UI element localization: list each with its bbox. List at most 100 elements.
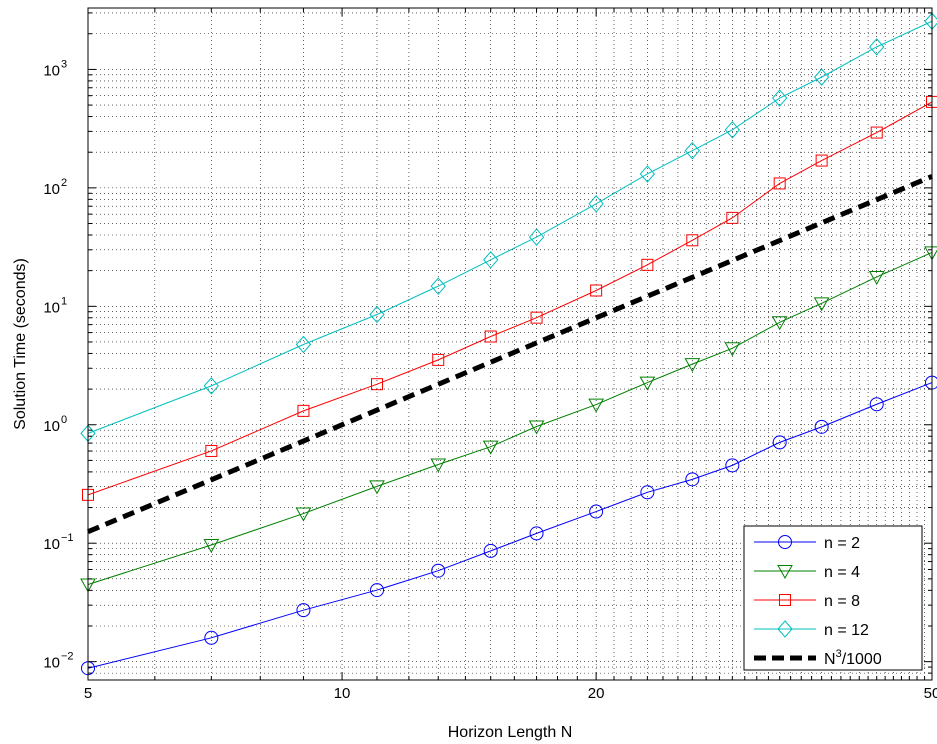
data-point	[771, 316, 788, 331]
plot-area-frame	[87, 7, 933, 681]
legend-swatch-marker	[778, 535, 792, 549]
y-tick-label: 10 1	[43, 295, 67, 316]
legend-item: n = 4	[754, 564, 860, 581]
data-point	[772, 435, 787, 450]
data-point	[869, 38, 885, 56]
data-point	[686, 234, 699, 247]
series-line	[87, 251, 933, 585]
x-tick-label: 50	[924, 685, 937, 702]
legend-item: n = 2	[754, 535, 860, 552]
data-point	[431, 563, 446, 578]
data-point	[371, 378, 384, 391]
legend-label: n = 2	[824, 535, 860, 552]
data-point	[530, 311, 543, 324]
y-tick-label: 10 −1	[43, 532, 73, 553]
data-point	[369, 305, 385, 324]
legend-swatch-marker	[777, 620, 793, 638]
legend-swatch-marker	[777, 565, 793, 580]
series-2	[80, 246, 937, 593]
data-point	[432, 353, 445, 366]
legend-item: N3/1000	[754, 648, 882, 668]
data-point	[295, 335, 312, 354]
series-line	[87, 20, 933, 434]
y-tick-label-base: 10	[43, 536, 60, 553]
y-tick-label: 10 3	[43, 58, 67, 79]
data-point	[639, 376, 656, 391]
data-point	[484, 330, 497, 343]
legend-swatch-marker	[779, 594, 791, 606]
data-point	[203, 377, 219, 395]
data-point	[684, 358, 701, 373]
data-point	[869, 397, 884, 412]
legend-label: n = 8	[824, 593, 860, 610]
data-point	[772, 89, 788, 107]
y-tick-label-exponent: 3	[61, 58, 67, 70]
data-point	[813, 297, 830, 312]
data-point	[589, 504, 604, 519]
series-line	[87, 382, 933, 669]
data-point	[815, 154, 828, 167]
data-point	[724, 121, 740, 139]
y-tick-label: 10 2	[43, 177, 67, 198]
y-tick-label: 10 0	[43, 414, 67, 435]
data-point	[726, 211, 739, 224]
data-point	[482, 440, 499, 455]
legend-item: n = 12	[754, 620, 869, 639]
data-point	[725, 458, 740, 473]
data-point	[870, 126, 883, 139]
series-line	[87, 174, 933, 535]
data-point	[640, 485, 655, 500]
data-point	[684, 141, 700, 160]
data-point	[814, 419, 829, 434]
data-point	[430, 458, 447, 473]
y-tick-label-exponent: 2	[61, 177, 67, 189]
data-point	[641, 258, 654, 271]
legend-label: n = 4	[824, 564, 860, 581]
legend-item: n = 8	[754, 593, 860, 610]
y-tick-label-base: 10	[43, 418, 60, 435]
legend-box	[743, 525, 923, 671]
y-tick-label-base: 10	[43, 181, 60, 198]
ticks	[87, 8, 933, 681]
data-point	[529, 526, 544, 541]
x-axis-label: Horizon Length N	[448, 724, 573, 741]
data-point	[295, 507, 312, 522]
y-tick-label-base: 10	[43, 655, 60, 672]
y-tick-label-base: 10	[43, 62, 60, 79]
y-tick-label-exponent: 0	[61, 414, 67, 426]
data-point	[483, 543, 498, 558]
x-tick-label: 10	[334, 685, 351, 702]
data-point	[588, 195, 604, 213]
data-point	[297, 404, 310, 417]
data-point	[296, 603, 311, 618]
data-point	[685, 472, 700, 487]
data-point	[590, 284, 603, 297]
y-tick-label-exponent: −1	[61, 532, 74, 544]
data-point	[483, 251, 499, 269]
data-point	[430, 277, 446, 295]
data-point	[588, 398, 604, 413]
data-point	[205, 444, 218, 457]
data-point	[868, 270, 885, 285]
x-tick-label: 20	[588, 685, 605, 702]
y-axis-label: Solution Time (seconds)	[12, 258, 29, 430]
data-point	[724, 342, 741, 357]
series-5	[87, 174, 933, 535]
series-line	[87, 101, 933, 496]
legend-label: N3/1000	[824, 648, 882, 668]
data-point	[203, 538, 220, 554]
legend: n = 2 n = 4 n = 8 n = 12 N3/1000	[743, 525, 923, 671]
data-point	[204, 630, 219, 645]
y-tick-label: 10 −2	[43, 651, 73, 672]
data-point	[528, 228, 545, 246]
y-tick-label-exponent: 1	[61, 295, 67, 307]
y-tick-label-exponent: −2	[61, 651, 74, 663]
data-point	[528, 420, 545, 435]
legend-label: n = 12	[824, 622, 869, 639]
data-point	[639, 165, 656, 183]
y-tick-label-base: 10	[43, 299, 60, 316]
series-layer	[80, 12, 937, 676]
series-4	[80, 12, 937, 443]
